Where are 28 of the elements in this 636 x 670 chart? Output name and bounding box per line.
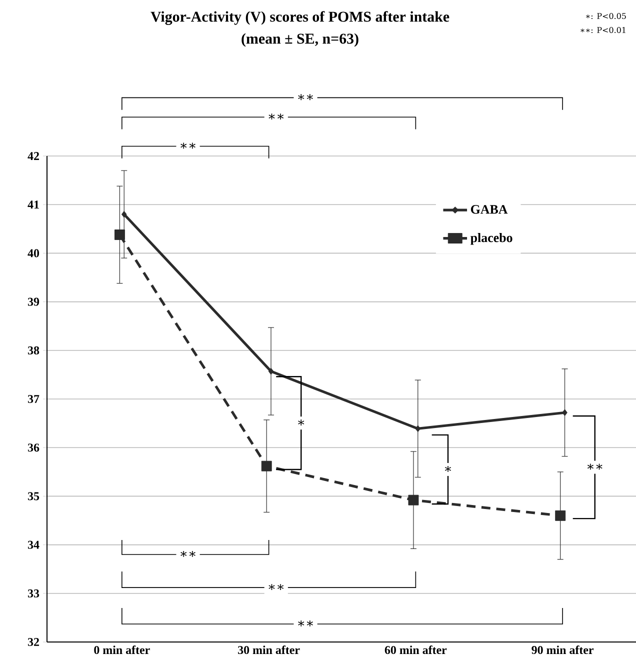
y-tick-label: 41 bbox=[28, 200, 39, 209]
x-tick-label: 30 min after bbox=[238, 646, 300, 654]
x-tick-label: 90 min after bbox=[532, 646, 594, 654]
text: ∗∗ bbox=[180, 142, 196, 149]
y-tick-label: 39 bbox=[28, 298, 40, 306]
y-tick-label: 32 bbox=[28, 638, 39, 646]
y-tick-label: 36 bbox=[28, 444, 40, 452]
chart-title: Vigor-Activity (V) scores of POMS after intake bbox=[150, 11, 450, 25]
y-tick-label: 34 bbox=[28, 540, 40, 549]
x-tick-label: 60 min after bbox=[384, 646, 447, 654]
annotation: ∗∗ bbox=[298, 620, 313, 626]
annotation: ∗ bbox=[298, 420, 304, 426]
annotation: ∗ bbox=[444, 466, 452, 472]
y-tick-label: 40 bbox=[28, 249, 40, 258]
annotation: ∗∗ bbox=[180, 551, 196, 557]
text: ∗∗ bbox=[298, 94, 313, 100]
legend-label: GABA bbox=[470, 205, 508, 214]
x-tick-label: 0 min after bbox=[94, 646, 150, 654]
legend-label: placebo bbox=[470, 233, 512, 245]
y-tick-label: 42 bbox=[28, 152, 39, 160]
text: ∗∗ bbox=[268, 114, 284, 120]
annotation: ∗∗ bbox=[268, 584, 284, 590]
y-tick-label: 37 bbox=[28, 394, 40, 404]
y-tick-label: 33 bbox=[28, 589, 40, 598]
y-tick-label: 38 bbox=[28, 346, 40, 354]
annotation: ∗∗ bbox=[587, 464, 602, 470]
chart-subtitle: (mean ± SE, n=63) bbox=[242, 33, 358, 47]
y-tick-label: 35 bbox=[28, 492, 40, 500]
